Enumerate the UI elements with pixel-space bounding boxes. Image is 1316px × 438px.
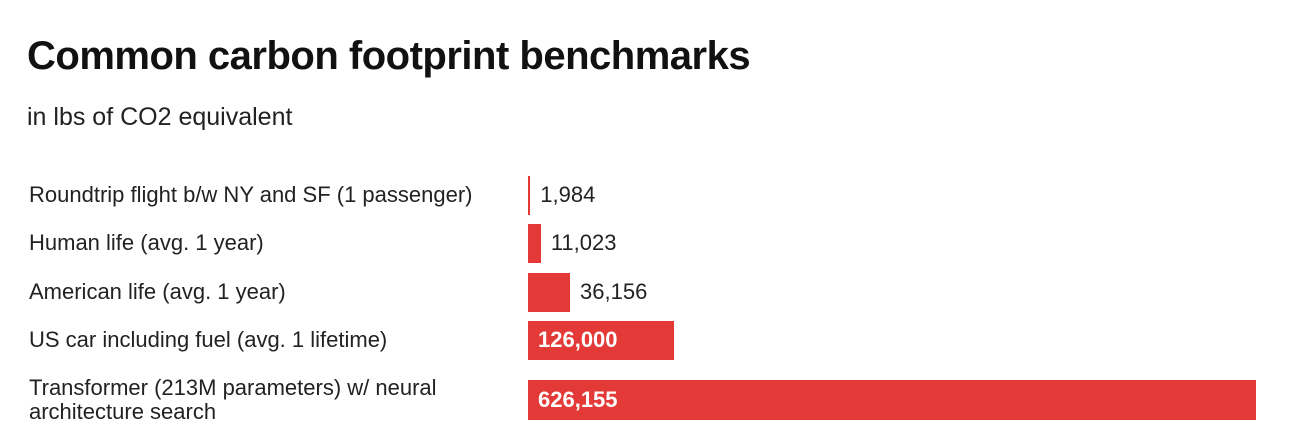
chart-title: Common carbon footprint benchmarks (27, 34, 751, 78)
bar (528, 380, 1256, 420)
value-label: 626,155 (538, 387, 618, 412)
value-label: 36,156 (580, 279, 648, 304)
bar (528, 223, 541, 263)
bar (528, 320, 675, 360)
chart-subtitle: in lbs of CO2 equivalent (27, 103, 293, 131)
value-label: 126,000 (538, 327, 618, 352)
bar (528, 175, 531, 215)
bar (528, 272, 571, 312)
category-label: Transformer (213M parameters) w/ neural … (29, 375, 437, 424)
value-label: 1,984 (540, 182, 596, 207)
value-label: 11,023 (550, 230, 617, 255)
category-label: US car including fuel (avg. 1 lifetime) (29, 327, 388, 352)
category-label: American life (avg. 1 year) (29, 279, 286, 304)
category-label: Human life (avg. 1 year) (29, 230, 264, 255)
category-label: Roundtrip flight b/w NY and SF (1 passen… (29, 182, 473, 207)
